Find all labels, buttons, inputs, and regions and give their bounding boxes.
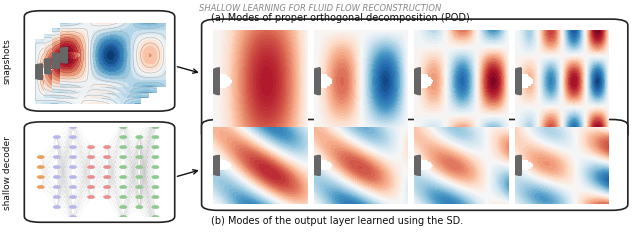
Circle shape bbox=[152, 205, 159, 209]
Circle shape bbox=[152, 185, 159, 189]
Circle shape bbox=[136, 196, 143, 199]
Circle shape bbox=[104, 146, 111, 149]
Text: SHALLOW LEARNING FOR FLUID FLOW RECONSTRUCTION: SHALLOW LEARNING FOR FLUID FLOW RECONSTR… bbox=[199, 4, 441, 13]
Circle shape bbox=[37, 185, 44, 189]
Circle shape bbox=[152, 215, 159, 219]
Circle shape bbox=[136, 205, 143, 209]
Polygon shape bbox=[307, 155, 320, 175]
Circle shape bbox=[120, 205, 127, 209]
Polygon shape bbox=[38, 59, 51, 74]
Circle shape bbox=[69, 225, 77, 229]
Circle shape bbox=[69, 215, 77, 219]
Circle shape bbox=[136, 165, 143, 169]
Circle shape bbox=[69, 146, 77, 149]
Circle shape bbox=[69, 125, 77, 129]
Circle shape bbox=[69, 165, 77, 169]
Circle shape bbox=[104, 196, 111, 199]
Circle shape bbox=[136, 155, 143, 159]
Circle shape bbox=[104, 175, 111, 179]
Circle shape bbox=[104, 155, 111, 159]
Circle shape bbox=[69, 196, 77, 199]
Circle shape bbox=[120, 196, 127, 199]
Text: snapshots: snapshots bbox=[3, 38, 12, 84]
Circle shape bbox=[104, 165, 111, 169]
Circle shape bbox=[120, 175, 127, 179]
Polygon shape bbox=[29, 64, 42, 79]
Circle shape bbox=[152, 165, 159, 169]
Circle shape bbox=[120, 185, 127, 189]
Circle shape bbox=[120, 146, 127, 149]
Polygon shape bbox=[408, 68, 420, 95]
Circle shape bbox=[152, 115, 159, 119]
Circle shape bbox=[69, 136, 77, 139]
Circle shape bbox=[37, 165, 44, 169]
FancyBboxPatch shape bbox=[202, 19, 628, 140]
Circle shape bbox=[88, 175, 95, 179]
Circle shape bbox=[120, 155, 127, 159]
Circle shape bbox=[136, 175, 143, 179]
Circle shape bbox=[69, 205, 77, 209]
Circle shape bbox=[120, 115, 127, 119]
Circle shape bbox=[88, 155, 95, 159]
Circle shape bbox=[53, 185, 61, 189]
Circle shape bbox=[120, 125, 127, 129]
Polygon shape bbox=[307, 68, 320, 95]
Circle shape bbox=[152, 146, 159, 149]
Circle shape bbox=[69, 185, 77, 189]
Polygon shape bbox=[46, 53, 59, 68]
Text: shallow decoder: shallow decoder bbox=[3, 136, 12, 210]
Polygon shape bbox=[508, 155, 521, 175]
FancyBboxPatch shape bbox=[24, 122, 175, 222]
Circle shape bbox=[53, 205, 61, 209]
FancyBboxPatch shape bbox=[202, 120, 628, 210]
Polygon shape bbox=[207, 155, 220, 175]
Polygon shape bbox=[207, 68, 220, 95]
Circle shape bbox=[136, 185, 143, 189]
Circle shape bbox=[88, 196, 95, 199]
Circle shape bbox=[104, 185, 111, 189]
Circle shape bbox=[120, 136, 127, 139]
Circle shape bbox=[120, 215, 127, 219]
Circle shape bbox=[152, 125, 159, 129]
Circle shape bbox=[152, 235, 159, 239]
Circle shape bbox=[152, 136, 159, 139]
Circle shape bbox=[53, 165, 61, 169]
FancyBboxPatch shape bbox=[24, 11, 175, 111]
Circle shape bbox=[152, 96, 159, 99]
Circle shape bbox=[152, 155, 159, 159]
Circle shape bbox=[136, 146, 143, 149]
Circle shape bbox=[152, 196, 159, 199]
Circle shape bbox=[136, 136, 143, 139]
Circle shape bbox=[53, 146, 61, 149]
Circle shape bbox=[152, 225, 159, 229]
Circle shape bbox=[69, 175, 77, 179]
Circle shape bbox=[120, 165, 127, 169]
Circle shape bbox=[120, 225, 127, 229]
Circle shape bbox=[88, 185, 95, 189]
Circle shape bbox=[88, 165, 95, 169]
Polygon shape bbox=[54, 48, 67, 63]
Polygon shape bbox=[408, 155, 420, 175]
Circle shape bbox=[152, 175, 159, 179]
Polygon shape bbox=[508, 68, 521, 95]
Circle shape bbox=[53, 155, 61, 159]
Circle shape bbox=[69, 155, 77, 159]
Circle shape bbox=[53, 136, 61, 139]
Circle shape bbox=[53, 175, 61, 179]
Circle shape bbox=[53, 196, 61, 199]
Circle shape bbox=[37, 175, 44, 179]
Text: (b) Modes of the output layer learned using the SD.: (b) Modes of the output layer learned us… bbox=[211, 216, 463, 226]
Circle shape bbox=[88, 146, 95, 149]
Circle shape bbox=[152, 105, 159, 109]
Text: (a) Modes of proper orthogonal decomposition (POD).: (a) Modes of proper orthogonal decomposi… bbox=[211, 13, 473, 23]
Circle shape bbox=[37, 155, 44, 159]
Circle shape bbox=[69, 115, 77, 119]
